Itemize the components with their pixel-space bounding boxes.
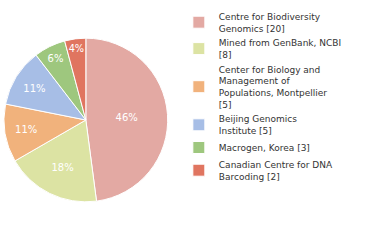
svg-text:Center for Biology andManageme: Center for Biology andManagement ofPopul…: [219, 65, 327, 110]
svg-text:11%: 11%: [15, 124, 37, 135]
svg-text:18%: 18%: [51, 162, 73, 173]
svg-text:4%: 4%: [69, 43, 85, 54]
svg-text:46%: 46%: [116, 112, 138, 123]
svg-text:Centre for BiodiversityGenomic: Centre for BiodiversityGenomics [20]: [219, 12, 321, 34]
svg-text:Mined from GenBank, NCBI[8]: Mined from GenBank, NCBI[8]: [219, 38, 341, 60]
svg-text:6%: 6%: [48, 53, 64, 64]
svg-text:11%: 11%: [23, 83, 45, 94]
svg-text:Canadian Centre for DNABarcodi: Canadian Centre for DNABarcoding [2]: [219, 160, 333, 182]
svg-text:Beijing GenomicsInstitute [5]: Beijing GenomicsInstitute [5]: [219, 114, 297, 136]
svg-text:Macrogen, Korea [3]: Macrogen, Korea [3]: [219, 143, 310, 153]
